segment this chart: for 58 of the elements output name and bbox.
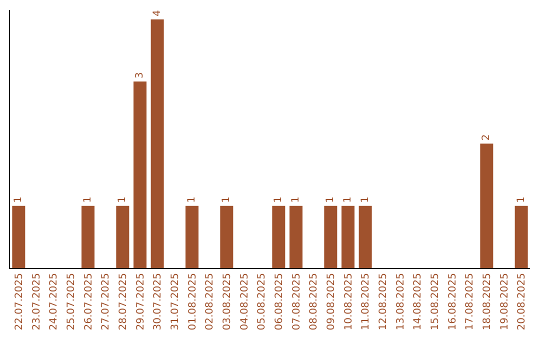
x-tick-label: 09.08.2025: [326, 273, 337, 330]
bar: [272, 206, 286, 268]
x-tick-label: 22.07.2025: [14, 273, 25, 330]
x-tick-label: 19.08.2025: [499, 273, 510, 330]
x-tick-label: 18.08.2025: [482, 273, 493, 330]
x-tick-label: 01.08.2025: [187, 273, 198, 330]
bar: [12, 206, 26, 268]
x-tick-label: 31.07.2025: [170, 273, 181, 330]
x-tick-label: 13.08.2025: [395, 273, 406, 330]
x-tick-label: 15.08.2025: [430, 273, 441, 330]
x-tick-label: 24.07.2025: [48, 273, 60, 330]
bar: [150, 19, 164, 268]
x-tick-label: 23.07.2025: [31, 273, 42, 330]
bar: [342, 206, 354, 268]
x-tick-label: 17.08.2025: [464, 273, 476, 330]
data-label: 1: [273, 196, 284, 203]
data-label: 1: [186, 196, 198, 203]
x-tick-label: 02.08.2025: [204, 273, 216, 330]
x-tick-label: 10.08.2025: [343, 273, 354, 330]
x-tick-label: 20.08.2025: [516, 273, 528, 330]
bar: [220, 206, 234, 268]
x-tick-label: 27.07.2025: [100, 273, 112, 330]
bar: [514, 206, 528, 268]
data-label: 1: [342, 196, 354, 203]
x-tick-label: 05.08.2025: [256, 273, 268, 330]
bar: [134, 81, 146, 268]
x-tick-label: 30.07.2025: [152, 273, 164, 330]
data-label: 1: [221, 196, 232, 203]
bar: [358, 206, 372, 268]
data-label: 1: [117, 196, 128, 203]
data-label: 1: [325, 196, 336, 203]
data-label: 1: [290, 196, 302, 203]
data-label: 4: [152, 10, 163, 16]
data-label: 1: [360, 196, 371, 203]
x-tick-label: 16.08.2025: [447, 273, 458, 330]
bar: [324, 206, 338, 268]
x-tick-label: 25.07.2025: [66, 273, 77, 330]
x-tick-label: 06.08.2025: [274, 273, 285, 330]
data-label: 2: [481, 134, 492, 141]
x-tick-label: 11.08.2025: [360, 273, 372, 330]
x-tick-label: 26.07.2025: [83, 273, 94, 330]
x-tick-label: 07.08.2025: [291, 273, 302, 330]
x-tick-label: 08.08.2025: [308, 273, 320, 330]
bar: [82, 206, 94, 268]
bar: [290, 206, 302, 268]
data-label: 3: [134, 72, 146, 78]
x-tick-label: 29.07.2025: [135, 273, 146, 330]
data-label: 1: [516, 196, 527, 203]
x-tick-label: 14.08.2025: [412, 273, 424, 330]
bar: [116, 206, 130, 268]
x-tick-label: 12.08.2025: [378, 273, 389, 330]
bar: [186, 206, 198, 268]
data-label: 1: [13, 196, 24, 203]
x-tick-label: 04.08.2025: [239, 273, 250, 330]
data-label: 1: [82, 196, 94, 203]
bar: [480, 144, 494, 268]
x-tick-label: 03.08.2025: [222, 273, 233, 330]
x-tick-label: 28.07.2025: [118, 273, 129, 330]
